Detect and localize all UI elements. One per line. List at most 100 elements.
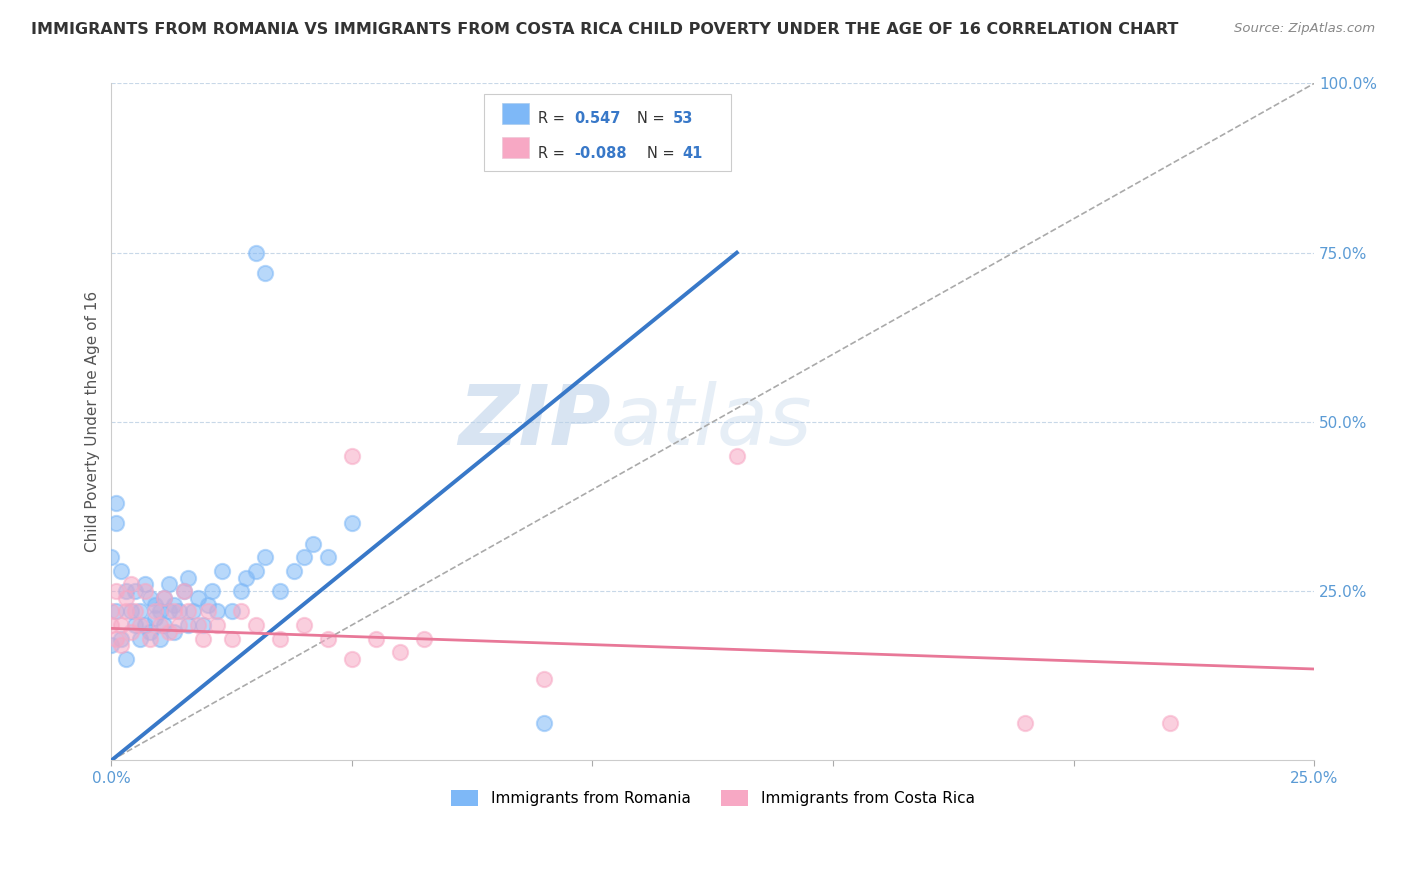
Point xyxy=(231,604,253,618)
Point xyxy=(389,645,412,659)
Point xyxy=(157,624,180,639)
Legend: Immigrants from Romania, Immigrants from Costa Rica: Immigrants from Romania, Immigrants from… xyxy=(443,782,983,814)
Point xyxy=(148,618,170,632)
Point xyxy=(340,652,363,666)
Point xyxy=(105,516,128,531)
Point xyxy=(153,591,176,605)
Point xyxy=(173,584,195,599)
Point xyxy=(316,632,339,646)
Point xyxy=(207,618,229,632)
Point xyxy=(139,624,162,639)
Point xyxy=(143,598,166,612)
Text: R =: R = xyxy=(538,112,565,127)
Point xyxy=(254,550,277,565)
Point xyxy=(181,604,204,618)
Point xyxy=(211,564,233,578)
Text: IMMIGRANTS FROM ROMANIA VS IMMIGRANTS FROM COSTA RICA CHILD POVERTY UNDER THE AG: IMMIGRANTS FROM ROMANIA VS IMMIGRANTS FR… xyxy=(31,22,1178,37)
Point xyxy=(191,618,214,632)
Point xyxy=(100,550,122,565)
Point xyxy=(157,604,180,618)
Point xyxy=(245,564,267,578)
Point xyxy=(163,624,186,639)
Text: 41: 41 xyxy=(683,145,703,161)
Point xyxy=(235,571,257,585)
Point xyxy=(115,584,138,599)
Point xyxy=(134,618,156,632)
Point xyxy=(100,638,122,652)
Point xyxy=(100,604,122,618)
Point xyxy=(153,618,176,632)
FancyBboxPatch shape xyxy=(502,137,529,158)
Point xyxy=(201,584,224,599)
Point xyxy=(231,584,253,599)
Text: Source: ZipAtlas.com: Source: ZipAtlas.com xyxy=(1234,22,1375,36)
Point xyxy=(110,618,132,632)
Point xyxy=(533,716,555,731)
Point xyxy=(167,604,190,618)
FancyBboxPatch shape xyxy=(502,103,529,124)
Point xyxy=(129,632,152,646)
Point xyxy=(148,632,170,646)
Y-axis label: Child Poverty Under the Age of 16: Child Poverty Under the Age of 16 xyxy=(86,292,100,552)
Point xyxy=(124,584,146,599)
Point xyxy=(120,624,142,639)
Text: ZIP: ZIP xyxy=(458,382,610,462)
Point xyxy=(197,598,219,612)
Point xyxy=(191,632,214,646)
Point xyxy=(340,449,363,463)
Point xyxy=(105,584,128,599)
Point xyxy=(163,598,186,612)
Point xyxy=(292,618,315,632)
Point xyxy=(110,564,132,578)
Point xyxy=(269,584,291,599)
Point xyxy=(110,638,132,652)
Point xyxy=(124,604,146,618)
Point xyxy=(100,618,122,632)
Point xyxy=(292,550,315,565)
Point xyxy=(254,266,277,280)
Point xyxy=(105,632,128,646)
Point xyxy=(316,550,339,565)
Point xyxy=(153,591,176,605)
Text: atlas: atlas xyxy=(610,382,813,462)
Text: -0.088: -0.088 xyxy=(575,145,627,161)
Point xyxy=(105,496,128,510)
Text: 53: 53 xyxy=(673,112,693,127)
Point xyxy=(163,604,186,618)
Point xyxy=(120,604,142,618)
Point xyxy=(115,604,138,618)
Point xyxy=(533,672,555,686)
Point xyxy=(187,618,209,632)
Point xyxy=(110,632,132,646)
Point xyxy=(134,577,156,591)
Point xyxy=(173,584,195,599)
Point xyxy=(283,564,305,578)
Point xyxy=(302,537,325,551)
Text: R =: R = xyxy=(538,145,565,161)
Text: 0.547: 0.547 xyxy=(575,112,621,127)
Point xyxy=(340,516,363,531)
Point xyxy=(1014,716,1036,731)
Point xyxy=(1159,716,1181,731)
FancyBboxPatch shape xyxy=(484,94,731,171)
Point xyxy=(364,632,387,646)
Point xyxy=(177,618,200,632)
Point xyxy=(129,618,152,632)
Point xyxy=(725,449,748,463)
Point xyxy=(139,632,162,646)
Point xyxy=(129,604,152,618)
Point xyxy=(413,632,436,646)
Point xyxy=(207,604,229,618)
Point xyxy=(120,577,142,591)
Point xyxy=(115,591,138,605)
Point xyxy=(105,604,128,618)
Text: N =: N = xyxy=(647,145,675,161)
Point xyxy=(143,611,166,625)
Point xyxy=(139,591,162,605)
Point xyxy=(115,652,138,666)
Point xyxy=(157,577,180,591)
Point xyxy=(197,604,219,618)
Point xyxy=(245,618,267,632)
Point xyxy=(143,604,166,618)
Point xyxy=(134,584,156,599)
